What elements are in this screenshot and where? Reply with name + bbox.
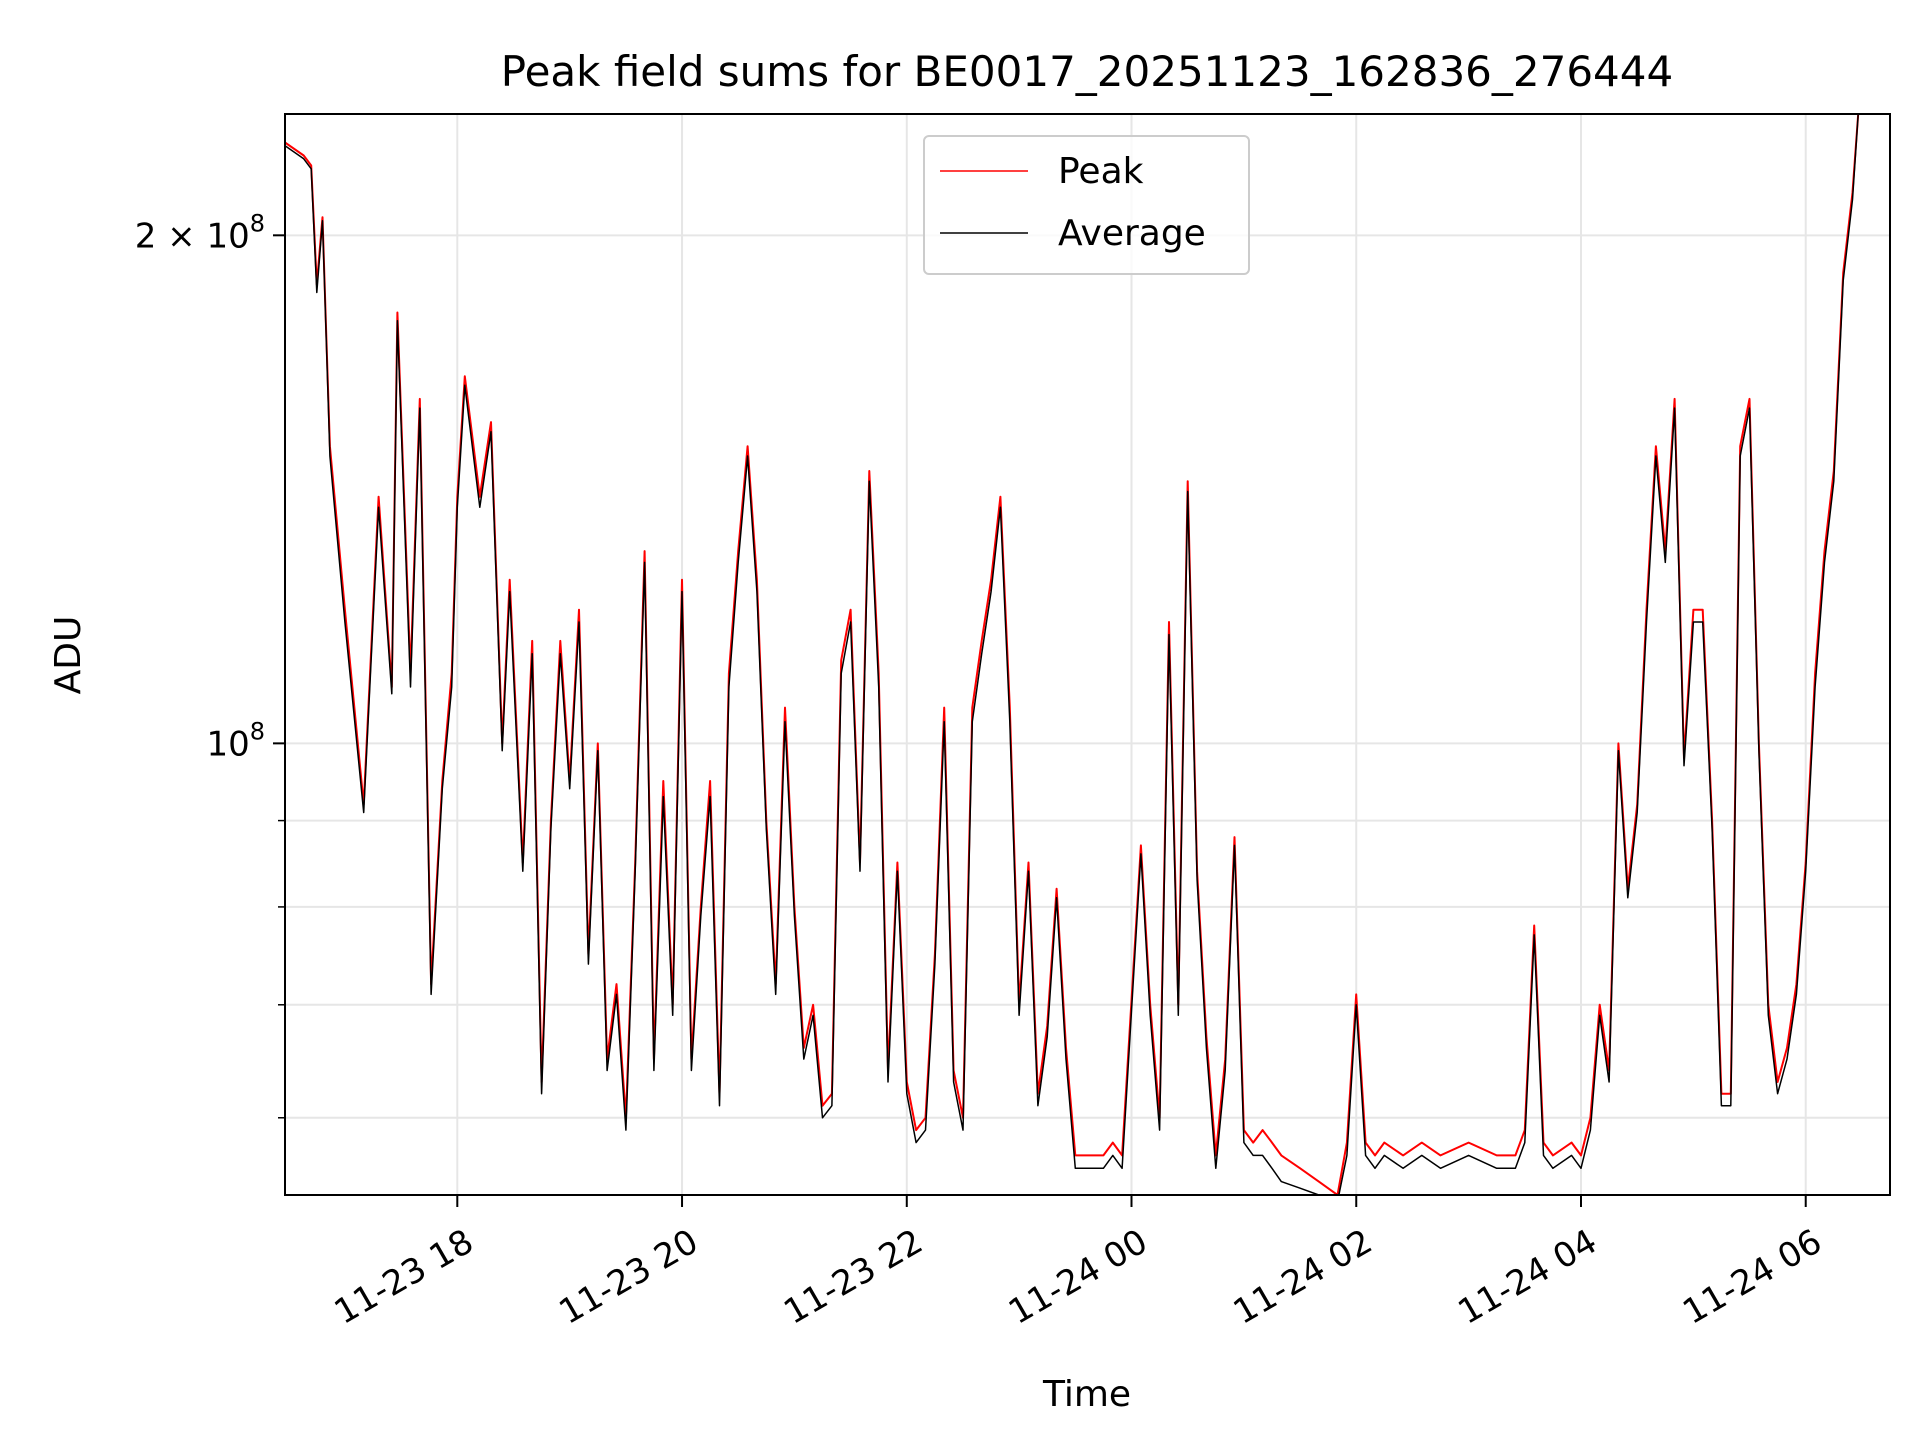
legend-label-peak: Peak bbox=[1058, 151, 1144, 192]
legend-label-average: Average bbox=[1058, 213, 1206, 254]
y-axis-title: ADU bbox=[48, 616, 89, 695]
y-tick-label: 108 bbox=[206, 717, 265, 764]
grid bbox=[285, 114, 1890, 1195]
plot-series bbox=[285, 114, 1862, 1195]
x-axis-title: Time bbox=[1042, 1374, 1131, 1415]
chart-title: Peak field sums for BE0017_20251123_1628… bbox=[501, 47, 1673, 96]
y-axis-ticks: 108 2 × 108 bbox=[135, 209, 285, 1119]
legend: Peak Average bbox=[923, 135, 1250, 275]
series-line-average bbox=[285, 114, 1862, 1195]
y-tick-label: 2 × 108 bbox=[135, 209, 265, 256]
plot-frame bbox=[284, 113, 1891, 1196]
